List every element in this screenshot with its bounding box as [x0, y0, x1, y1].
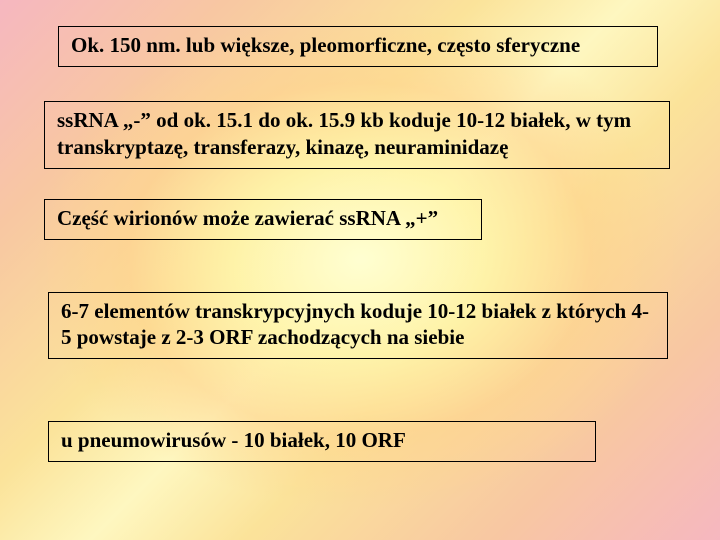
info-box-ssrna-plus-text: Część wirionów może zawierać ssRNA „+”: [57, 206, 438, 230]
info-box-pneumovirus-text: u pneumowirusów - 10 białek, 10 ORF: [61, 428, 406, 452]
info-box-ssrna-minus-text: ssRNA „-” od ok. 15.1 do ok. 15.9 kb kod…: [57, 108, 631, 159]
info-box-size-text: Ok. 150 nm. lub większe, pleomorficzne, …: [71, 33, 580, 57]
info-box-size: Ok. 150 nm. lub większe, pleomorficzne, …: [58, 26, 658, 67]
info-box-transcription-text: 6-7 elementów transkrypcyjnych koduje 10…: [61, 299, 649, 350]
slide-container: Ok. 150 nm. lub większe, pleomorficzne, …: [0, 0, 720, 540]
info-box-ssrna-plus: Część wirionów może zawierać ssRNA „+”: [44, 199, 482, 240]
info-box-transcription: 6-7 elementów transkrypcyjnych koduje 10…: [48, 292, 668, 360]
info-box-ssrna-minus: ssRNA „-” od ok. 15.1 do ok. 15.9 kb kod…: [44, 101, 670, 169]
info-box-pneumovirus: u pneumowirusów - 10 białek, 10 ORF: [48, 421, 596, 462]
